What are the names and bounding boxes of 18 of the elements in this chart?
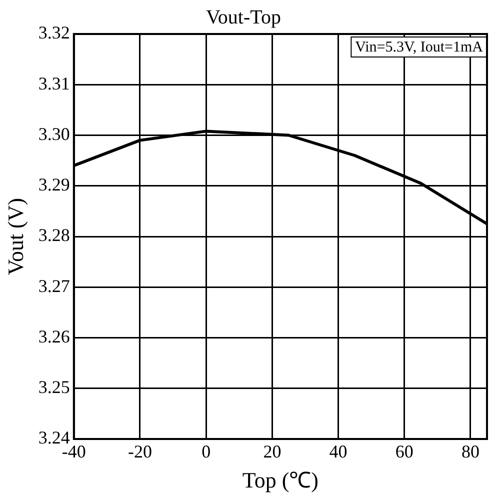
x-tick-label: -20 [128, 442, 152, 462]
x-tick-label: 0 [202, 442, 211, 462]
x-tick-label: 20 [263, 442, 282, 462]
annotation: Vin=5.3V, Iout=1mA [355, 39, 484, 56]
y-tick-label: 3.28 [38, 225, 70, 246]
y-tick-label: 3.32 [38, 22, 70, 43]
y-tick-label: 3.25 [38, 377, 70, 398]
y-tick-label: 3.26 [38, 326, 70, 346]
y-tick-label: 3.29 [38, 174, 70, 195]
y-tick-label: 3.27 [38, 276, 70, 296]
x-tick-label: 60 [395, 442, 414, 462]
y-axis-title: Vout (V) [2, 198, 28, 276]
x-tick-label: 40 [329, 442, 348, 462]
x-tick-label: 80 [461, 442, 480, 462]
x-axis-title: Top (℃) [242, 468, 318, 493]
y-tick-label: 3.31 [38, 73, 70, 94]
chart-title: Vout-Top [206, 6, 281, 28]
y-tick-label: 3.30 [38, 124, 70, 144]
